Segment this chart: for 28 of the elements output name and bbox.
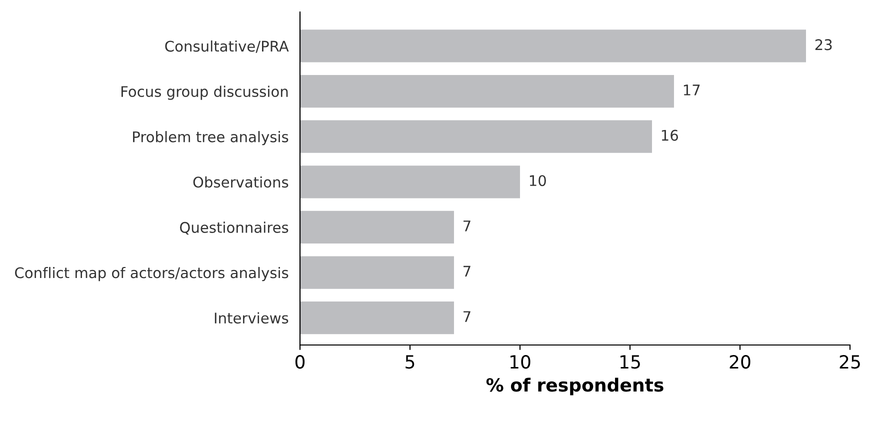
x-tick-label: 0 <box>295 355 305 369</box>
x-tick-label: 25 <box>840 355 860 369</box>
data-label: 7 <box>464 311 470 322</box>
bar <box>300 302 454 334</box>
bar <box>300 166 520 198</box>
y-tick-label: Focus group discussion <box>121 86 288 100</box>
x-tick-label: 10 <box>510 355 530 369</box>
x-tick-label: 5 <box>406 355 414 369</box>
data-label: 23 <box>815 39 832 50</box>
data-label: 7 <box>464 220 470 232</box>
x-tick-label: 20 <box>730 355 750 369</box>
y-tick-label: Observations <box>193 176 288 188</box>
bar <box>300 74 674 108</box>
data-label: 16 <box>662 130 678 141</box>
data-label: 17 <box>684 84 700 96</box>
data-label: 10 <box>530 175 546 186</box>
y-tick-label: Questionnaires <box>180 222 288 235</box>
bar <box>300 256 454 289</box>
bar <box>300 120 652 153</box>
y-tick-label: Conflict map of actors/actors analysis <box>15 266 288 282</box>
y-tick-label: Consultative/PRA <box>165 40 289 53</box>
bar <box>300 210 454 244</box>
x-axis-title: % of respondents <box>486 378 664 396</box>
x-tick-label: 15 <box>620 355 640 369</box>
bar <box>300 30 806 62</box>
data-label: 7 <box>464 266 470 277</box>
y-tick-label: Interviews <box>214 312 288 324</box>
y-tick-label: Problem tree analysis <box>133 131 288 146</box>
